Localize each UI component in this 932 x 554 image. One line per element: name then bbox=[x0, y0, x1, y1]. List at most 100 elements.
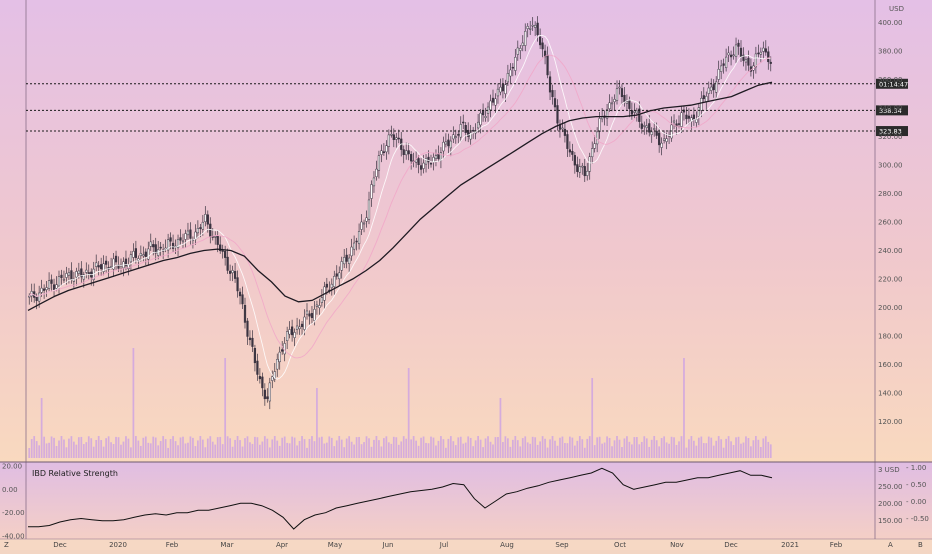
candle-body bbox=[509, 69, 512, 77]
candle bbox=[47, 272, 51, 293]
candle-body bbox=[186, 230, 190, 236]
candle bbox=[248, 330, 252, 346]
time-axis[interactable]: Dec 2020 Feb Mar Apr May Jun Jul Aug Sep Oct Nov Dec… bbox=[4, 541, 923, 549]
volume-bar bbox=[757, 439, 760, 458]
volume-bar bbox=[583, 447, 586, 458]
volume-bar bbox=[144, 436, 147, 458]
volume-bar bbox=[472, 446, 475, 458]
volume-bar bbox=[732, 445, 735, 458]
price-tick-label: 120.00 bbox=[878, 418, 903, 426]
volume-bar bbox=[268, 447, 271, 458]
candle-body bbox=[147, 248, 150, 260]
volume-bar bbox=[241, 446, 244, 458]
candle-body bbox=[623, 94, 626, 103]
candle bbox=[350, 238, 353, 261]
volume-bar bbox=[631, 444, 633, 458]
volume-bar bbox=[447, 438, 450, 458]
volume-bar bbox=[484, 438, 487, 458]
candle-body bbox=[643, 125, 646, 127]
candle bbox=[375, 160, 378, 181]
volume-bar bbox=[769, 444, 772, 458]
candle-body bbox=[566, 134, 569, 149]
volume-bar bbox=[120, 444, 122, 458]
candle-body bbox=[171, 242, 175, 249]
candle-body bbox=[248, 337, 252, 341]
candle bbox=[583, 158, 586, 182]
candle-body bbox=[300, 323, 304, 327]
volume-bar bbox=[216, 437, 219, 458]
candle bbox=[154, 237, 157, 261]
price-axis[interactable]: 120.00 140.00 160.00 180.00 200.00 220.00 240.… bbox=[878, 0, 903, 426]
time-tick-label: Feb bbox=[830, 541, 843, 549]
candle-body bbox=[35, 296, 38, 301]
candle-body bbox=[273, 371, 276, 380]
volume-bar bbox=[710, 437, 713, 458]
candle-body bbox=[561, 127, 564, 130]
candle bbox=[385, 140, 388, 160]
candle-body bbox=[514, 56, 517, 71]
volume-bar bbox=[573, 445, 576, 458]
currency-label: USD bbox=[889, 5, 904, 13]
volume-bar bbox=[194, 446, 197, 458]
volume-bar bbox=[464, 442, 467, 458]
price-level-tag[interactable] bbox=[876, 78, 908, 89]
candle bbox=[519, 44, 522, 60]
candle bbox=[568, 141, 571, 157]
volume-bar bbox=[380, 446, 383, 458]
volume-bar bbox=[534, 437, 537, 458]
horizontal-levels[interactable]: 01:14:47 338.34 323.83 bbox=[26, 78, 908, 137]
volume-bar bbox=[296, 445, 298, 458]
volume-bar bbox=[60, 436, 63, 458]
volume-bar bbox=[740, 443, 742, 458]
volume-bar bbox=[569, 436, 571, 458]
axis-corner-label[interactable]: A bbox=[888, 541, 893, 549]
candle-body bbox=[286, 331, 289, 341]
candle bbox=[134, 240, 137, 264]
candle bbox=[643, 121, 646, 135]
volume-bar bbox=[400, 441, 403, 458]
candle-body bbox=[67, 272, 71, 276]
volume-bar bbox=[174, 441, 177, 458]
volume-bar bbox=[152, 436, 155, 458]
candle bbox=[112, 253, 115, 277]
candle-body bbox=[70, 270, 73, 280]
candle-body bbox=[467, 129, 470, 137]
volume-bar bbox=[92, 446, 95, 458]
volume-bar bbox=[635, 437, 638, 458]
candle bbox=[707, 81, 710, 101]
candle bbox=[231, 265, 234, 282]
price-level-tag[interactable] bbox=[876, 126, 908, 137]
volume-bar bbox=[621, 447, 623, 458]
candle-body bbox=[434, 155, 438, 160]
candle-body bbox=[144, 251, 147, 257]
axis-corner-label[interactable]: B bbox=[918, 541, 923, 549]
volume-bar bbox=[271, 439, 274, 458]
candle bbox=[645, 118, 648, 135]
axis-corner-label[interactable]: Z bbox=[4, 541, 9, 549]
candle-body bbox=[77, 270, 80, 274]
candle-body bbox=[630, 110, 633, 115]
candle-body bbox=[362, 222, 366, 225]
candle-body bbox=[563, 128, 567, 136]
volume-bar bbox=[164, 439, 167, 458]
volume-bar bbox=[591, 378, 594, 458]
candle bbox=[754, 46, 757, 74]
price-level-tag[interactable] bbox=[876, 105, 908, 116]
candle-body bbox=[568, 149, 571, 153]
candle-body bbox=[72, 278, 75, 282]
candle bbox=[539, 28, 542, 50]
volume-bar bbox=[556, 445, 559, 458]
volume-bar bbox=[135, 436, 137, 458]
volume-bar bbox=[321, 436, 323, 458]
volume-bar bbox=[48, 442, 50, 458]
volume-bar bbox=[755, 436, 757, 458]
candle-body bbox=[80, 268, 83, 278]
volume-bar bbox=[130, 447, 132, 458]
volume-bar bbox=[561, 436, 564, 458]
candle bbox=[665, 132, 668, 150]
candle-body bbox=[405, 150, 408, 156]
candle bbox=[424, 154, 428, 173]
candle bbox=[444, 133, 447, 148]
candle bbox=[251, 330, 254, 352]
volume-bar bbox=[112, 444, 115, 458]
